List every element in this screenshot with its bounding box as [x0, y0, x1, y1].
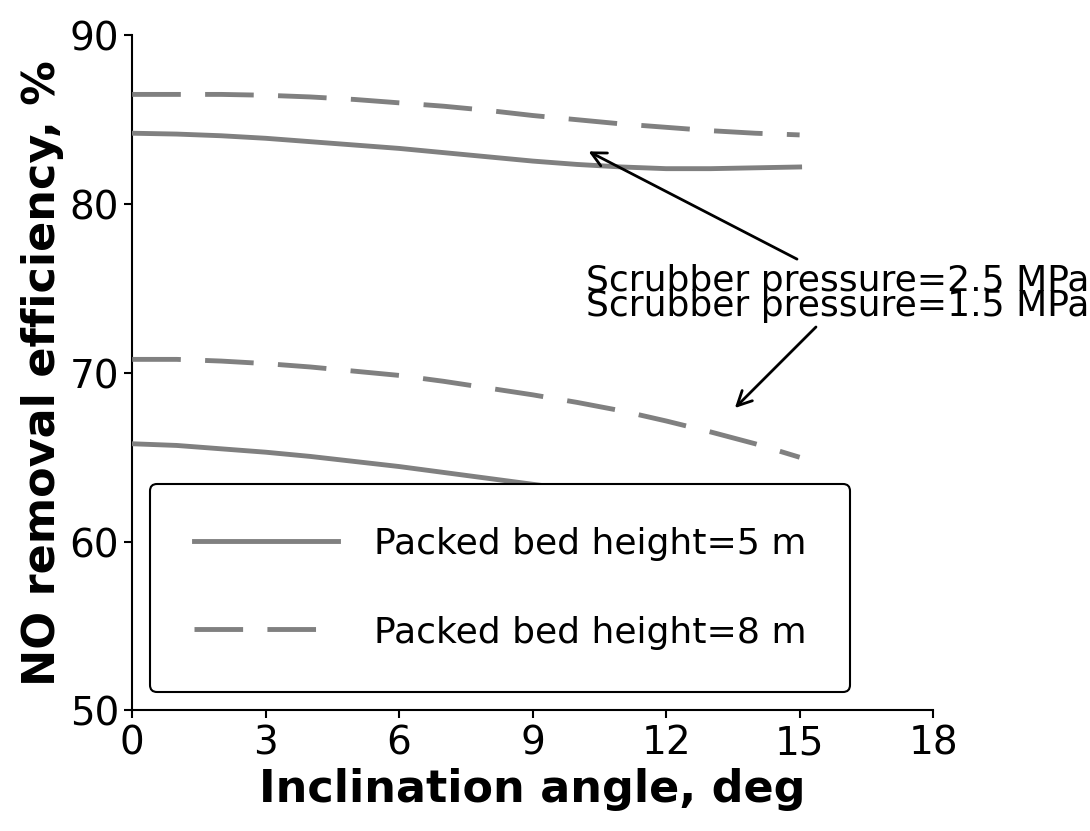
Text: Scrubber pressure=1.5 MPa: Scrubber pressure=1.5 MPa — [585, 288, 1089, 406]
Y-axis label: NO removal efficiency, %: NO removal efficiency, % — [21, 61, 64, 686]
X-axis label: Inclination angle, deg: Inclination angle, deg — [259, 767, 806, 810]
Text: Scrubber pressure=2.5 MPa: Scrubber pressure=2.5 MPa — [585, 153, 1089, 297]
Legend: Packed bed height=5 m, Packed bed height=8 m: Packed bed height=5 m, Packed bed height… — [150, 484, 849, 692]
